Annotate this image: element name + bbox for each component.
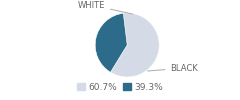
Wedge shape	[95, 13, 127, 72]
Legend: 60.7%, 39.3%: 60.7%, 39.3%	[74, 79, 166, 95]
Text: BLACK: BLACK	[148, 64, 198, 72]
Wedge shape	[110, 13, 159, 77]
Text: WHITE: WHITE	[78, 0, 132, 14]
